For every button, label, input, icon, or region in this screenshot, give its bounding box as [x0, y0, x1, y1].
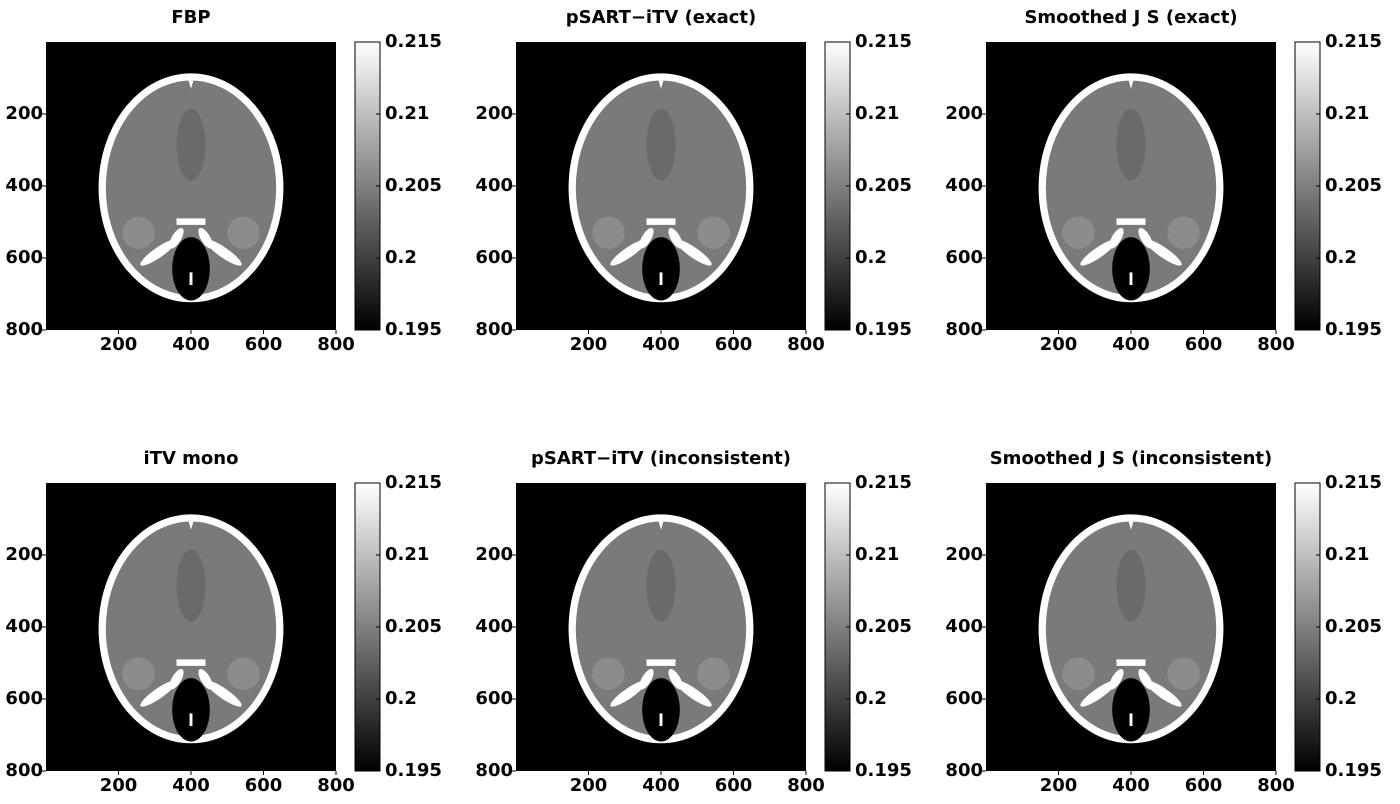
- x-tick-label: 600: [245, 775, 283, 796]
- x-tick-label: 200: [570, 334, 608, 355]
- y-tick-label: 600: [475, 688, 513, 709]
- x-tick-label: 800: [317, 334, 355, 355]
- x-tick-label: 800: [1257, 775, 1295, 796]
- y-tick-label: 800: [475, 760, 513, 781]
- image: [46, 42, 336, 330]
- y-tick-label: 800: [475, 319, 513, 340]
- y-tick-label: 800: [5, 319, 43, 340]
- x-tick-label: 200: [1040, 775, 1078, 796]
- image: [46, 483, 336, 771]
- y-tick-label: 400: [945, 616, 983, 637]
- y-tick-label: 800: [5, 760, 43, 781]
- y-tick-label: 800: [945, 319, 983, 340]
- colorbar-tick-label: 0.195: [385, 760, 442, 781]
- colorbar-tick-label: 0.205: [855, 616, 912, 637]
- colorbar-tick-label: 0.205: [1325, 616, 1382, 637]
- y-tick-label: 400: [5, 175, 43, 196]
- x-tick-label: 600: [715, 775, 753, 796]
- y-tick-label: 400: [475, 175, 513, 196]
- panel-title: iTV mono: [144, 448, 239, 469]
- y-tick-label: 400: [945, 175, 983, 196]
- colorbar-tick-label: 0.195: [855, 319, 912, 340]
- y-tick-label: 200: [945, 544, 983, 565]
- colorbar-tick-label: 0.195: [855, 760, 912, 781]
- colorbar-tick-label: 0.2: [855, 688, 887, 709]
- x-tick-label: 400: [1112, 334, 1150, 355]
- colorbar-tick-label: 0.2: [385, 688, 417, 709]
- x-tick-label: 400: [172, 334, 210, 355]
- x-tick-label: 400: [1112, 775, 1150, 796]
- x-tick-label: 600: [1185, 334, 1223, 355]
- colorbar-tick-label: 0.21: [385, 544, 429, 565]
- x-tick-label: 600: [715, 334, 753, 355]
- y-tick-label: 600: [5, 247, 43, 268]
- x-tick-label: 800: [317, 775, 355, 796]
- y-tick-label: 200: [5, 544, 43, 565]
- panel-title: FBP: [171, 7, 210, 28]
- colorbar-tick-label: 0.205: [855, 175, 912, 196]
- y-tick-label: 200: [945, 103, 983, 124]
- colorbar-tick-label: 0.215: [385, 31, 442, 52]
- colorbar-tick-label: 0.205: [1325, 175, 1382, 196]
- y-tick-label: 600: [945, 247, 983, 268]
- x-tick-label: 600: [1185, 775, 1223, 796]
- colorbar-tick-label: 0.195: [1325, 760, 1382, 781]
- colorbar-tick-label: 0.195: [1325, 319, 1382, 340]
- panel-title: Smoothed J S (inconsistent): [990, 448, 1273, 469]
- x-tick-label: 400: [172, 775, 210, 796]
- image: [986, 483, 1276, 771]
- colorbar-tick-label: 0.215: [1325, 472, 1382, 493]
- colorbar-tick-label: 0.21: [1325, 103, 1369, 124]
- x-tick-label: 400: [642, 775, 680, 796]
- y-tick-label: 600: [945, 688, 983, 709]
- colorbar-tick-label: 0.21: [855, 544, 899, 565]
- y-tick-label: 600: [5, 688, 43, 709]
- colorbar-tick-label: 0.215: [855, 31, 912, 52]
- y-tick-label: 800: [945, 760, 983, 781]
- figure: FBP 200 400 600 800 200 400 600 800 0.195 0.2 0.205…: [0, 0, 1400, 804]
- image: [516, 483, 806, 771]
- colorbar-tick-label: 0.2: [855, 247, 887, 268]
- panel-title: pSART−iTV (exact): [566, 7, 757, 28]
- panel-title: pSART−iTV (inconsistent): [531, 448, 791, 469]
- colorbar-tick-label: 0.2: [385, 247, 417, 268]
- y-tick-label: 200: [475, 103, 513, 124]
- y-tick-label: 200: [475, 544, 513, 565]
- x-tick-label: 200: [100, 334, 138, 355]
- y-tick-label: 400: [475, 616, 513, 637]
- x-tick-label: 400: [642, 334, 680, 355]
- x-tick-label: 800: [787, 775, 825, 796]
- colorbar-tick-label: 0.21: [855, 103, 899, 124]
- image: [986, 42, 1276, 330]
- x-tick-label: 200: [570, 775, 608, 796]
- colorbar-tick-label: 0.195: [385, 319, 442, 340]
- x-tick-label: 800: [787, 334, 825, 355]
- image: [516, 42, 806, 330]
- colorbar-tick-label: 0.215: [1325, 31, 1382, 52]
- y-tick-label: 200: [5, 103, 43, 124]
- colorbar-tick-label: 0.205: [385, 175, 442, 196]
- x-tick-label: 800: [1257, 334, 1295, 355]
- x-tick-label: 600: [245, 334, 283, 355]
- colorbar-tick-label: 0.21: [1325, 544, 1369, 565]
- panel-title: Smoothed J S (exact): [1024, 7, 1237, 28]
- colorbar-tick-label: 0.21: [385, 103, 429, 124]
- colorbar-tick-label: 0.2: [1325, 247, 1357, 268]
- colorbar-tick-label: 0.215: [855, 472, 912, 493]
- colorbar-tick-label: 0.205: [385, 616, 442, 637]
- y-tick-label: 600: [475, 247, 513, 268]
- x-tick-label: 200: [1040, 334, 1078, 355]
- y-tick-label: 400: [5, 616, 43, 637]
- colorbar-tick-label: 0.215: [385, 472, 442, 493]
- colorbar-tick-label: 0.2: [1325, 688, 1357, 709]
- x-tick-label: 200: [100, 775, 138, 796]
